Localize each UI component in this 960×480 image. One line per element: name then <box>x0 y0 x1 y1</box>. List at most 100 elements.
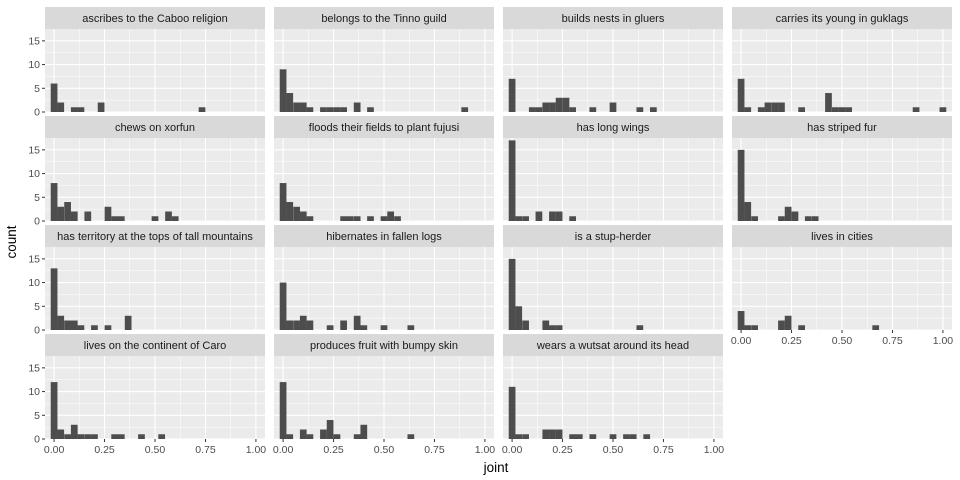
facet-strip <box>732 116 952 138</box>
histogram-bar <box>117 434 125 439</box>
histogram-bar <box>845 107 853 112</box>
x-tick-label: 0.75 <box>424 444 445 456</box>
histogram-bar <box>64 320 71 330</box>
facet-strip <box>503 7 723 29</box>
histogram-bar <box>333 434 341 439</box>
facet-strip <box>274 116 494 138</box>
histogram-bar <box>407 434 415 439</box>
y-tick-label: 10 <box>28 168 40 180</box>
histogram-bar <box>158 434 166 439</box>
histogram-bar <box>542 429 550 439</box>
histogram-bar <box>522 434 529 439</box>
facet-strip <box>274 334 494 356</box>
facet-panel: floods their fields to plant fujusi <box>274 116 494 222</box>
histogram-bar <box>629 434 637 439</box>
x-tick-label: 0.50 <box>832 335 853 347</box>
histogram-bar <box>623 434 630 439</box>
histogram-bar <box>117 216 125 221</box>
histogram-bar <box>522 320 529 330</box>
y-tick-label: 15 <box>28 253 40 265</box>
histogram-bar <box>575 434 583 439</box>
y-axis-title: count <box>4 225 19 258</box>
histogram-bar <box>306 107 314 112</box>
x-tick-label: 0.00 <box>502 444 523 456</box>
histogram-bar <box>643 434 651 439</box>
histogram-bar <box>97 102 105 112</box>
histogram-bar <box>299 102 307 112</box>
histogram-bar <box>293 206 300 221</box>
facet-label: has territory at the tops of tall mounta… <box>57 231 253 243</box>
histogram-bar <box>299 315 307 330</box>
histogram-bar <box>461 107 469 112</box>
histogram-bar <box>555 211 563 221</box>
histogram-bar <box>535 211 543 221</box>
y-tick-label: 5 <box>34 83 40 95</box>
histogram-bar <box>70 107 78 112</box>
histogram-bar <box>70 424 78 439</box>
histogram-bar <box>589 434 597 439</box>
facet-label: belongs to the Tinno guild <box>321 13 446 25</box>
facet-label: floods their fields to plant fujusi <box>309 122 459 134</box>
histogram-bar <box>778 216 785 221</box>
histogram-bar <box>636 325 644 330</box>
y-axes: 0 5 10 15 0 5 10 15 0 5 10 15 0 5 10 15 <box>28 35 45 446</box>
x-tick-label: 1.00 <box>246 444 267 456</box>
histogram-bar <box>77 107 85 112</box>
histogram-bar <box>111 216 118 221</box>
histogram-bar <box>306 216 314 221</box>
histogram-bar <box>912 107 920 112</box>
facet-strip <box>732 225 952 247</box>
histogram-bar <box>57 429 65 439</box>
histogram-bar <box>549 429 556 439</box>
histogram-bar <box>380 325 388 330</box>
histogram-bar <box>333 107 341 112</box>
x-tick-label: 0.75 <box>653 444 674 456</box>
facet-label: chews on xorfun <box>115 122 195 134</box>
histogram-bar <box>104 325 112 330</box>
histogram-bar <box>569 216 576 221</box>
y-tick-label: 10 <box>28 277 40 289</box>
histogram-bar <box>299 429 307 439</box>
histogram-bar <box>508 258 516 330</box>
facet-strip <box>274 7 494 29</box>
histogram-bar <box>609 102 617 112</box>
histogram-bar <box>508 78 516 112</box>
histogram-bar <box>138 434 145 439</box>
histogram-bar <box>771 102 779 112</box>
facet-panels: ascribes to the Caboo religion belongs to… <box>45 7 952 440</box>
facet-panel: carries its young in guklags <box>732 7 952 113</box>
histogram-bar <box>84 434 92 439</box>
histogram-bar <box>737 78 745 112</box>
histogram-bar <box>569 434 576 439</box>
histogram-bar <box>64 202 71 221</box>
facet-strip <box>45 225 265 247</box>
facet-label: wears a wutsat around its head <box>536 340 689 352</box>
x-tick-label: 1.00 <box>704 444 725 456</box>
histogram-bar <box>764 102 772 112</box>
histogram-bar <box>380 216 388 221</box>
histogram-bar <box>77 325 85 330</box>
facet-panel: has long wings <box>503 116 723 222</box>
histogram-bar <box>306 434 314 439</box>
histogram-bar <box>778 102 785 112</box>
facet-strip <box>503 225 723 247</box>
facet-label: hibernates in fallen logs <box>326 231 442 243</box>
histogram-bar <box>77 434 85 439</box>
histogram-bar <box>171 216 179 221</box>
histogram-bar <box>198 107 206 112</box>
facet-panel: lives in cities <box>732 225 952 331</box>
facet-panel: builds nests in gluers <box>503 7 723 113</box>
histogram-bar <box>279 382 287 439</box>
facet-strip <box>503 116 723 138</box>
histogram-bar <box>326 107 334 112</box>
histogram-bar <box>326 325 334 330</box>
histogram-bar <box>50 382 58 439</box>
histogram-bar <box>293 102 300 112</box>
x-tick-label: 0.25 <box>94 444 115 456</box>
facet-strip <box>45 7 265 29</box>
histogram-bar <box>737 149 745 221</box>
y-tick-label: 10 <box>28 59 40 71</box>
histogram-bar <box>320 107 327 112</box>
x-tick-label: 0.75 <box>882 335 903 347</box>
histogram-bar <box>589 107 597 112</box>
